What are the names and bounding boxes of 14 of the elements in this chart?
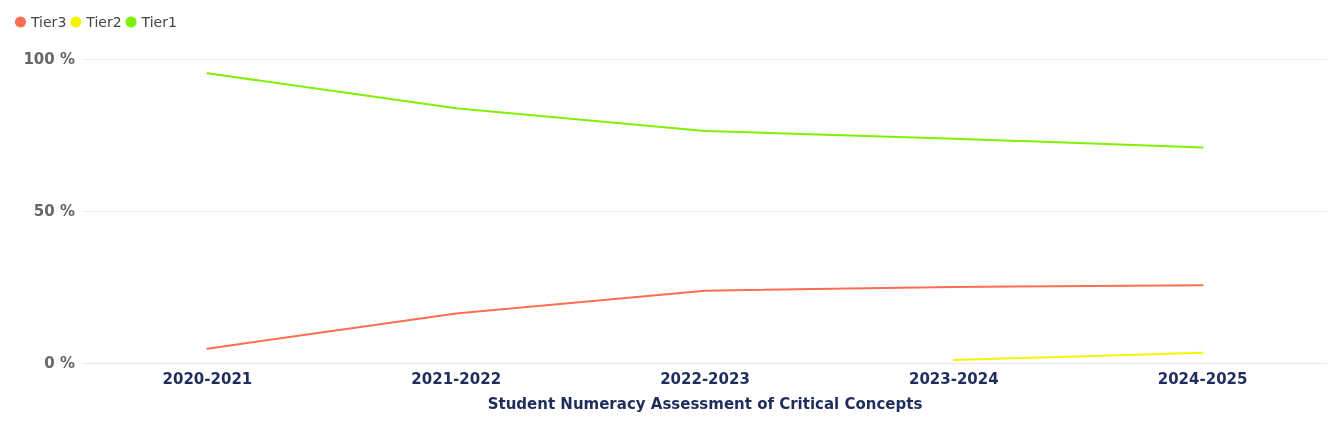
line-series	[206, 72, 1204, 149]
x-tick-label: 2021-2022	[411, 369, 502, 388]
legend-label: Tier2	[85, 14, 122, 30]
x-tick-label: 2022-2023	[660, 369, 750, 388]
line-series	[206, 284, 1204, 350]
x-tick-label: 2024-2025	[1157, 369, 1248, 388]
x-tick-label: 2020-2021	[162, 369, 253, 388]
legend-label: Tier3	[30, 14, 67, 30]
x-tick-label: 2023-2024	[908, 369, 999, 388]
y-tick-label: 100 %	[23, 50, 75, 68]
y-tick-label: 50 %	[33, 202, 75, 220]
legend-label: Tier1	[140, 14, 177, 30]
y-tick-label: 0 %	[44, 354, 75, 372]
x-axis-title: Student Numeracy Assessment of Critical Concepts	[487, 394, 923, 413]
